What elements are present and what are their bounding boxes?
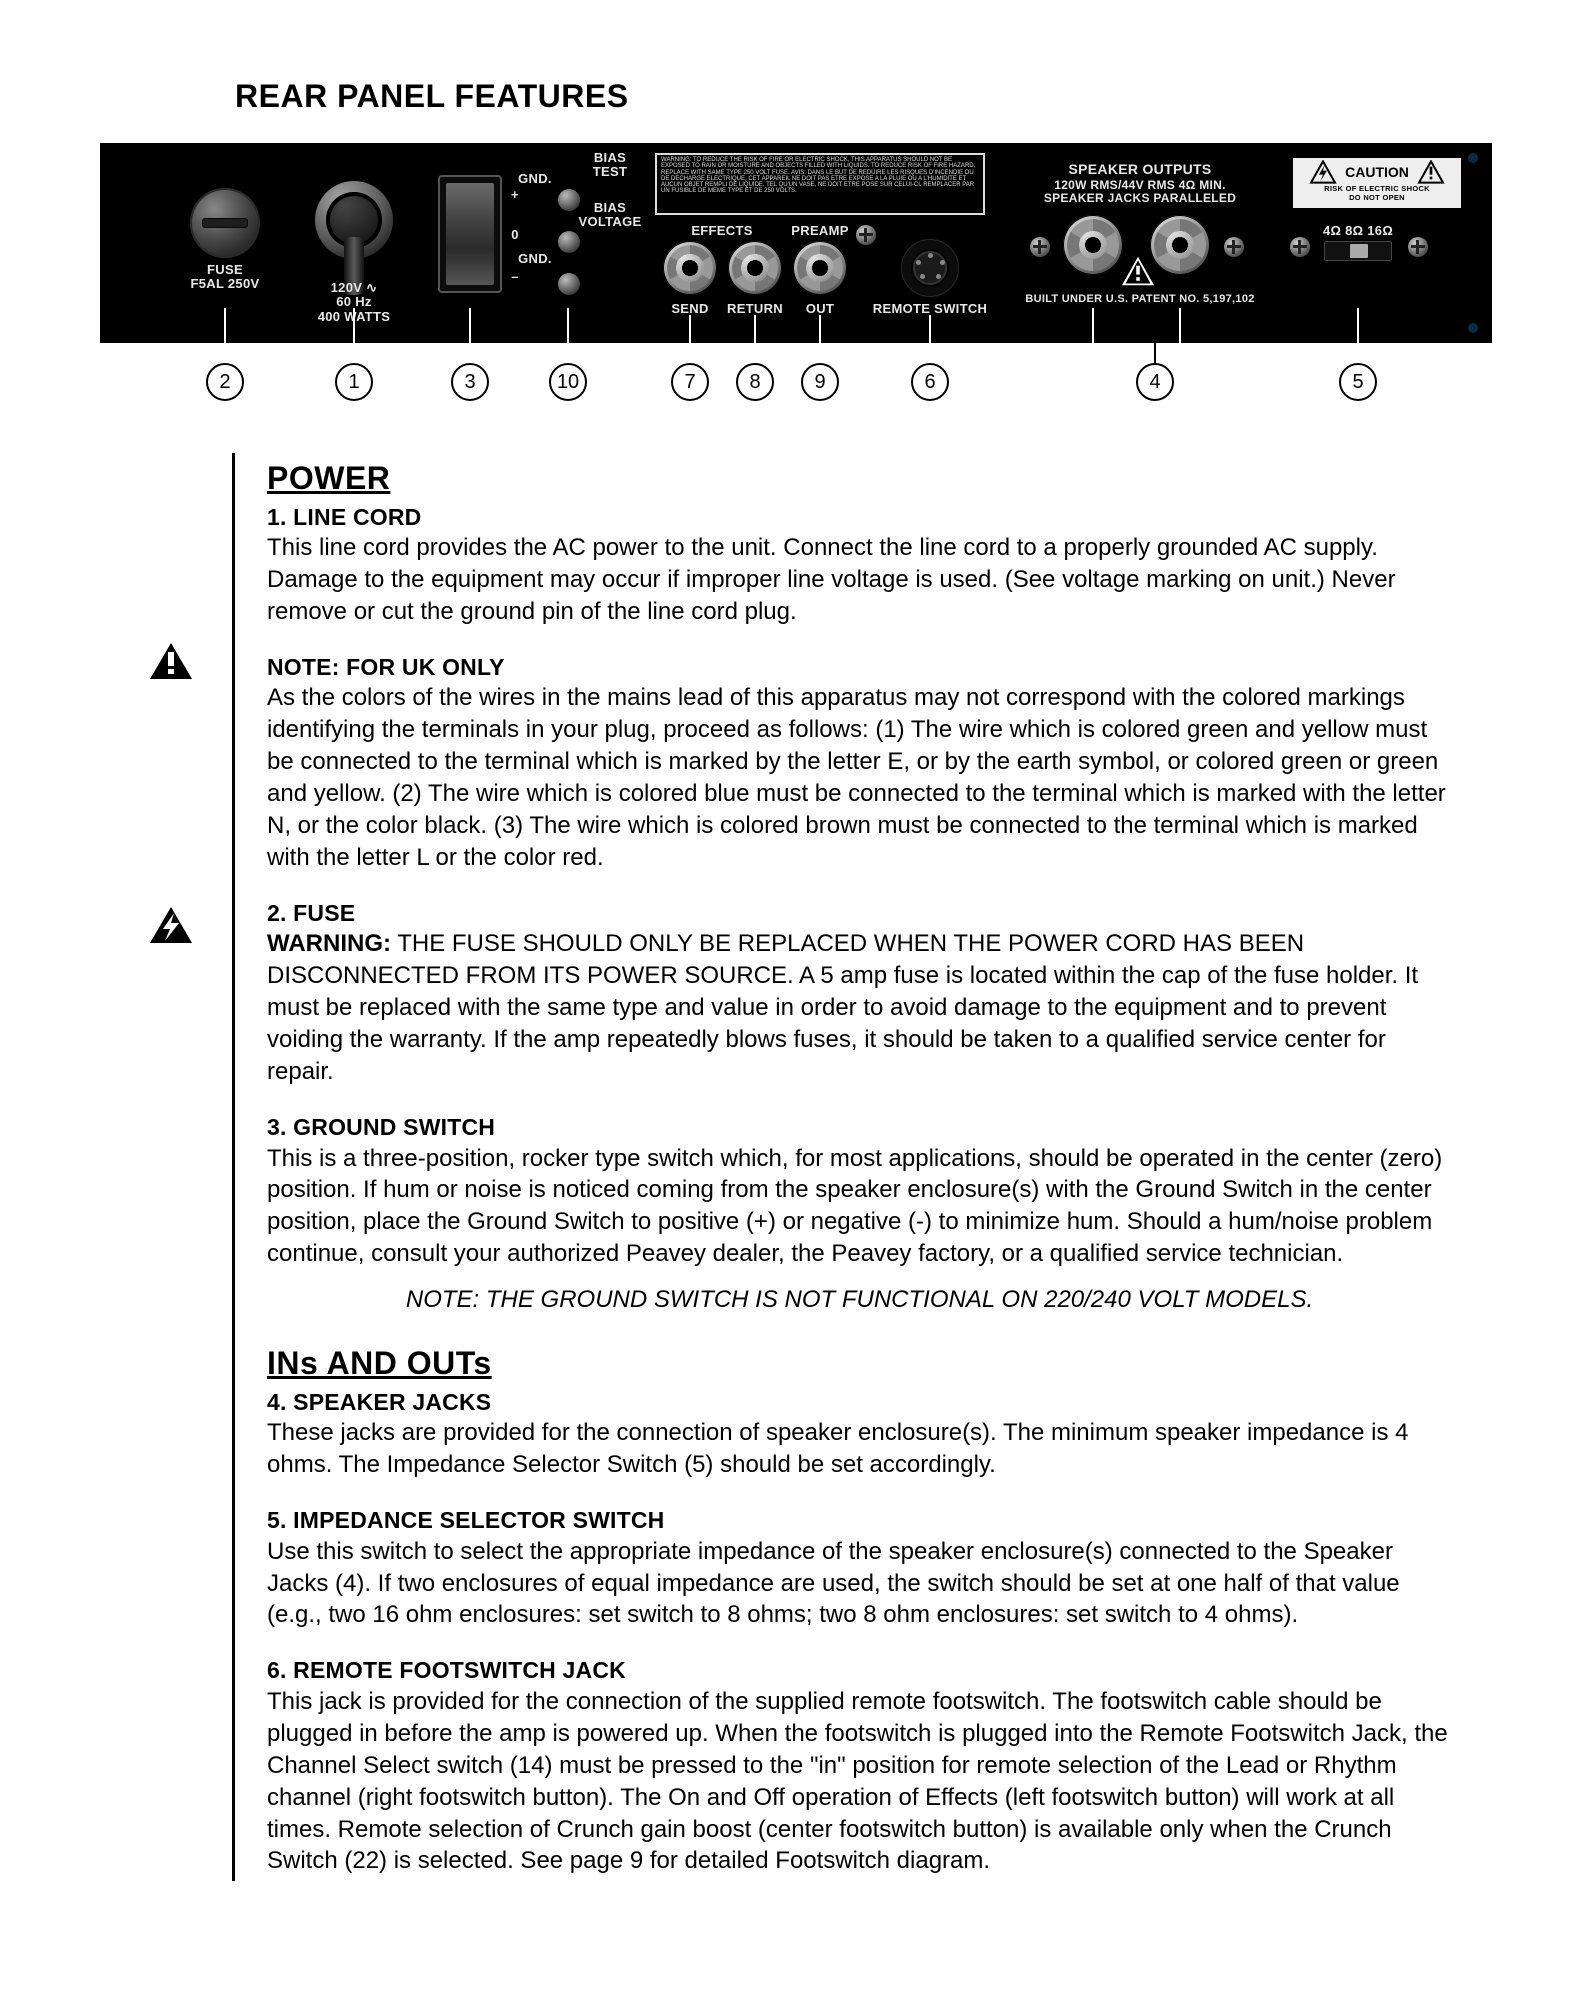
ground-switch-paragraph: This is a three-position, rocker type sw… xyxy=(267,1143,1452,1271)
callout-10: 10 xyxy=(549,363,587,401)
line-cord-icon xyxy=(315,181,393,279)
speaker-jacks-paragraph: These jacks are provided for the connect… xyxy=(267,1417,1452,1481)
speaker-rating-label: 120W RMS/44V RMS 4Ω MIN.SPEAKER JACKS PA… xyxy=(1044,179,1236,205)
power-section-title: POWER xyxy=(267,457,1452,500)
exclaim-triangle-icon xyxy=(1417,160,1445,184)
callout-2: 2 xyxy=(206,363,244,401)
ground-switch-icon xyxy=(438,175,502,293)
preamp-label: PREAMP xyxy=(791,223,848,238)
fuse-label: FUSEF5AL 250V xyxy=(191,263,260,292)
panel-mounting-hole xyxy=(1468,323,1478,333)
remote-switch-label: REMOTE SWITCH xyxy=(873,301,987,316)
remote-switch-jack-icon xyxy=(901,239,959,297)
callout-row: 2 1 3 10 7 8 9 6 4 5 xyxy=(100,343,1492,413)
impedance-switch-heading: 5. IMPEDANCE SELECTOR SWITCH xyxy=(267,1505,1452,1536)
gnd-plus-label: + xyxy=(511,187,519,202)
impedance-marks: 4Ω 8Ω 16Ω xyxy=(1323,223,1393,238)
panel-screw-icon xyxy=(1408,237,1428,257)
panel-mounting-hole xyxy=(1468,153,1478,163)
callout-3: 3 xyxy=(451,363,489,401)
page-title: REAR PANEL FEATURES xyxy=(235,78,1492,115)
remote-footswitch-heading: 6. REMOTE FOOTSWITCH JACK xyxy=(267,1655,1452,1686)
bias-test-label: BIASTEST xyxy=(593,151,627,180)
line-cord-paragraph: This line cord provides the AC power to … xyxy=(267,532,1452,628)
uk-note-paragraph: As the colors of the wires in the mains … xyxy=(267,682,1452,873)
bolt-triangle-icon xyxy=(1309,160,1337,184)
panel-screw-icon xyxy=(1030,237,1050,257)
patent-label: BUILT UNDER U.S. PATENT NO. 5,197,102 xyxy=(1025,293,1254,305)
effects-label: EFFECTS xyxy=(691,223,752,238)
gnd-label: GND. xyxy=(518,251,552,266)
ground-switch-heading: 3. GROUND SWITCH xyxy=(267,1112,1452,1143)
return-jack-icon xyxy=(728,241,782,295)
body-content: POWER 1. LINE CORD This line cord provid… xyxy=(235,453,1452,1881)
caution-subtext: RISK OF ELECTRIC SHOCKDO NOT OPEN xyxy=(1293,184,1461,202)
rear-panel-graphic: FUSEF5AL 250V 120V ∿60 Hz400 WATTS GND. … xyxy=(100,143,1492,413)
callout-6: 6 xyxy=(911,363,949,401)
callout-4: 4 xyxy=(1136,363,1174,401)
line-cord-heading: 1. LINE CORD xyxy=(267,502,1452,533)
panel-screw-icon xyxy=(1224,237,1244,257)
remote-footswitch-paragraph: This jack is provided for the connection… xyxy=(267,1686,1452,1877)
callout-9: 9 xyxy=(801,363,839,401)
speaker-jack-icon xyxy=(1150,215,1210,275)
callout-7: 7 xyxy=(671,363,709,401)
callout-1: 1 xyxy=(335,363,373,401)
gnd-minus-label: – xyxy=(511,269,519,284)
send-label: SEND xyxy=(671,301,708,316)
gnd-label: GND. xyxy=(518,171,552,186)
exclaim-triangle-icon xyxy=(148,641,194,681)
panel-screw-icon xyxy=(856,225,876,245)
impedance-switch-paragraph: Use this switch to select the appropriat… xyxy=(267,1536,1452,1632)
caution-box: CAUTION RISK OF ELECTRIC SHOCKDO NOT OPE… xyxy=(1292,157,1462,209)
ground-switch-note: NOTE: THE GROUND SWITCH IS NOT FUNCTIONA… xyxy=(267,1284,1452,1316)
ins-outs-section-title: INs AND OUTs xyxy=(267,1342,1452,1385)
caution-word: CAUTION xyxy=(1345,164,1409,180)
uk-note-heading: NOTE: FOR UK ONLY xyxy=(267,652,1452,683)
left-gutter xyxy=(100,453,235,1881)
speaker-jacks-heading: 4. SPEAKER JACKS xyxy=(267,1387,1452,1418)
preamp-out-jack-icon xyxy=(793,241,847,295)
warning-text-box: WARNING: TO REDUCE THE RISK OF FIRE OR E… xyxy=(655,153,985,215)
return-label: RETURN xyxy=(727,301,783,316)
callout-8: 8 xyxy=(736,363,774,401)
bolt-triangle-icon xyxy=(148,905,194,945)
send-jack-icon xyxy=(663,241,717,295)
callout-5: 5 xyxy=(1339,363,1377,401)
fuse-holder-icon xyxy=(190,188,260,258)
warning-triangle-icon xyxy=(1120,255,1156,287)
speaker-outputs-label: SPEAKER OUTPUTS xyxy=(1069,161,1212,177)
gnd-zero-label: 0 xyxy=(511,227,519,242)
bias-voltage-label: BIASVOLTAGE xyxy=(578,201,641,230)
fuse-heading: 2. FUSE xyxy=(267,898,1452,929)
out-label: OUT xyxy=(806,301,834,316)
speaker-jack-icon xyxy=(1063,215,1123,275)
panel-screw-icon xyxy=(1290,237,1310,257)
fuse-paragraph: WARNING: THE FUSE SHOULD ONLY BE REPLACE… xyxy=(267,928,1452,1088)
impedance-switch-icon xyxy=(1324,241,1392,261)
